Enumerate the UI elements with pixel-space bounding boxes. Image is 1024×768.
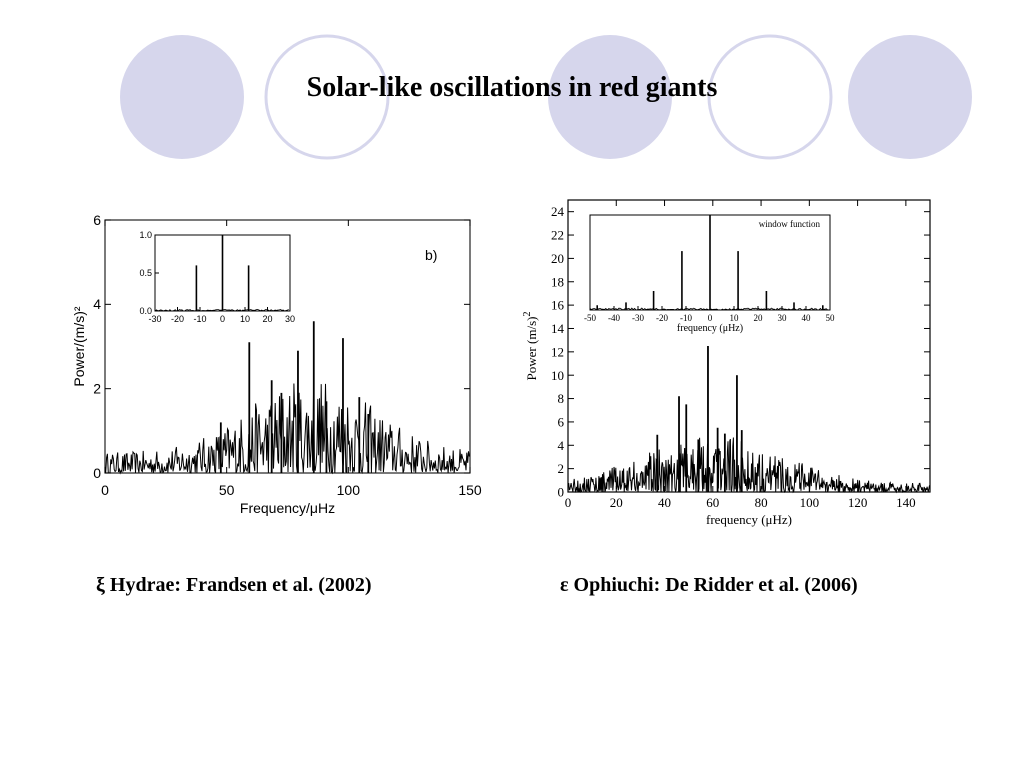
- inset-ytick-label: 0.0: [139, 306, 152, 316]
- inset-xtick-label: 0: [708, 313, 713, 323]
- inset-xtick-label: 10: [240, 314, 250, 324]
- eps-ophiuchi-power-spectrum: 0 20 40 60 80 100 120 140024681012141618202224f…: [522, 199, 931, 527]
- x-tick-label: 150: [458, 482, 482, 498]
- y-tick-label: 4: [93, 296, 101, 312]
- x-axis-label: Frequency/μHz: [240, 500, 335, 516]
- slide-title: Solar-like oscillations in red giants: [306, 72, 718, 103]
- y-tick-label: 0: [93, 465, 101, 481]
- x-tick-label: 80: [755, 495, 768, 510]
- inset-xtick-label: 20: [754, 313, 764, 323]
- x-tick-label: 140: [896, 495, 916, 510]
- x-tick-label: 50: [219, 482, 235, 498]
- x-tick-label: 60: [706, 495, 719, 510]
- y-tick-label: 10: [551, 368, 564, 383]
- inset-xtick-label: 30: [778, 313, 788, 323]
- inset-xtick-label: -40: [608, 313, 620, 323]
- inset-xtick-label: -50: [584, 313, 596, 323]
- inset-xtick-label: 0: [220, 314, 225, 324]
- inset-title: window function: [759, 219, 821, 229]
- inset-xtick-label: 10: [730, 313, 740, 323]
- header-circles: [120, 34, 972, 160]
- inset-xlabel: frequency (μHz): [677, 323, 743, 334]
- x-tick-label: 120: [848, 495, 868, 510]
- inset-xtick-label: 40: [802, 313, 812, 323]
- y-tick-label: 12: [551, 344, 564, 359]
- y-tick-label: 20: [551, 251, 564, 266]
- plot-frame: [567, 199, 931, 493]
- inset-xtick-label: -30: [148, 314, 161, 324]
- decor-circle-1: [120, 35, 244, 159]
- y-tick-label: 18: [551, 274, 564, 289]
- y-axis-label: Power/(m/s)²: [71, 306, 87, 386]
- inset-xtick-label: -20: [171, 314, 184, 324]
- inset-xtick-label: 30: [285, 314, 295, 324]
- x-axis-label: frequency (μHz): [706, 512, 792, 527]
- decor-circle-3: [548, 35, 672, 159]
- inset-xtick-label: -30: [632, 313, 644, 323]
- x-tick-label: 0: [565, 495, 572, 510]
- y-tick-label: 4: [558, 438, 565, 453]
- inset-xtick-label: -10: [193, 314, 206, 324]
- y-tick-label: 8: [558, 391, 565, 406]
- inset-xtick-label: 50: [826, 313, 836, 323]
- y-tick-label: 6: [558, 414, 565, 429]
- inset-ytick-label: 0.5: [139, 268, 152, 278]
- y-tick-label: 2: [558, 461, 565, 476]
- x-tick-label: 100: [337, 482, 361, 498]
- panel-label: b): [425, 247, 437, 263]
- inset-xtick-label: -10: [680, 313, 692, 323]
- x-tick-label: 0: [101, 482, 109, 498]
- inset-xtick-label: -20: [656, 313, 668, 323]
- x-tick-label: 40: [658, 495, 671, 510]
- caption-left: ξ Hydrae: Frandsen et al. (2002): [96, 574, 372, 596]
- x-tick-label: 100: [800, 495, 820, 510]
- plot-frame: [104, 219, 471, 474]
- noise-spectrum: [105, 383, 470, 475]
- caption-right: ε Ophiuchi: De Ridder et al. (2006): [560, 574, 858, 596]
- y-tick-label: 2: [93, 381, 101, 397]
- y-tick-label: 14: [551, 321, 565, 336]
- y-tick-label: 16: [551, 298, 565, 313]
- y-tick-label: 6: [93, 212, 101, 228]
- y-axis-label: Power (m/s)2: [522, 312, 539, 381]
- inset-xtick-label: 20: [262, 314, 272, 324]
- y-tick-label: 0: [558, 485, 565, 500]
- y-tick-label: 24: [551, 204, 565, 219]
- decor-circle-5: [848, 35, 972, 159]
- inset-ytick-label: 1.0: [139, 230, 152, 240]
- x-tick-label: 20: [610, 495, 623, 510]
- y-axis-label-superscript: 2: [522, 312, 533, 317]
- noise-spectrum: [568, 437, 930, 494]
- decor-circle-4: [707, 34, 833, 160]
- xi-hydrae-power-spectrum: 0 50 100 1500246Frequency/μHzPower/(m/s)²b)…: [71, 212, 482, 516]
- y-tick-label: 22: [551, 228, 564, 243]
- decor-circle-2: [264, 34, 390, 160]
